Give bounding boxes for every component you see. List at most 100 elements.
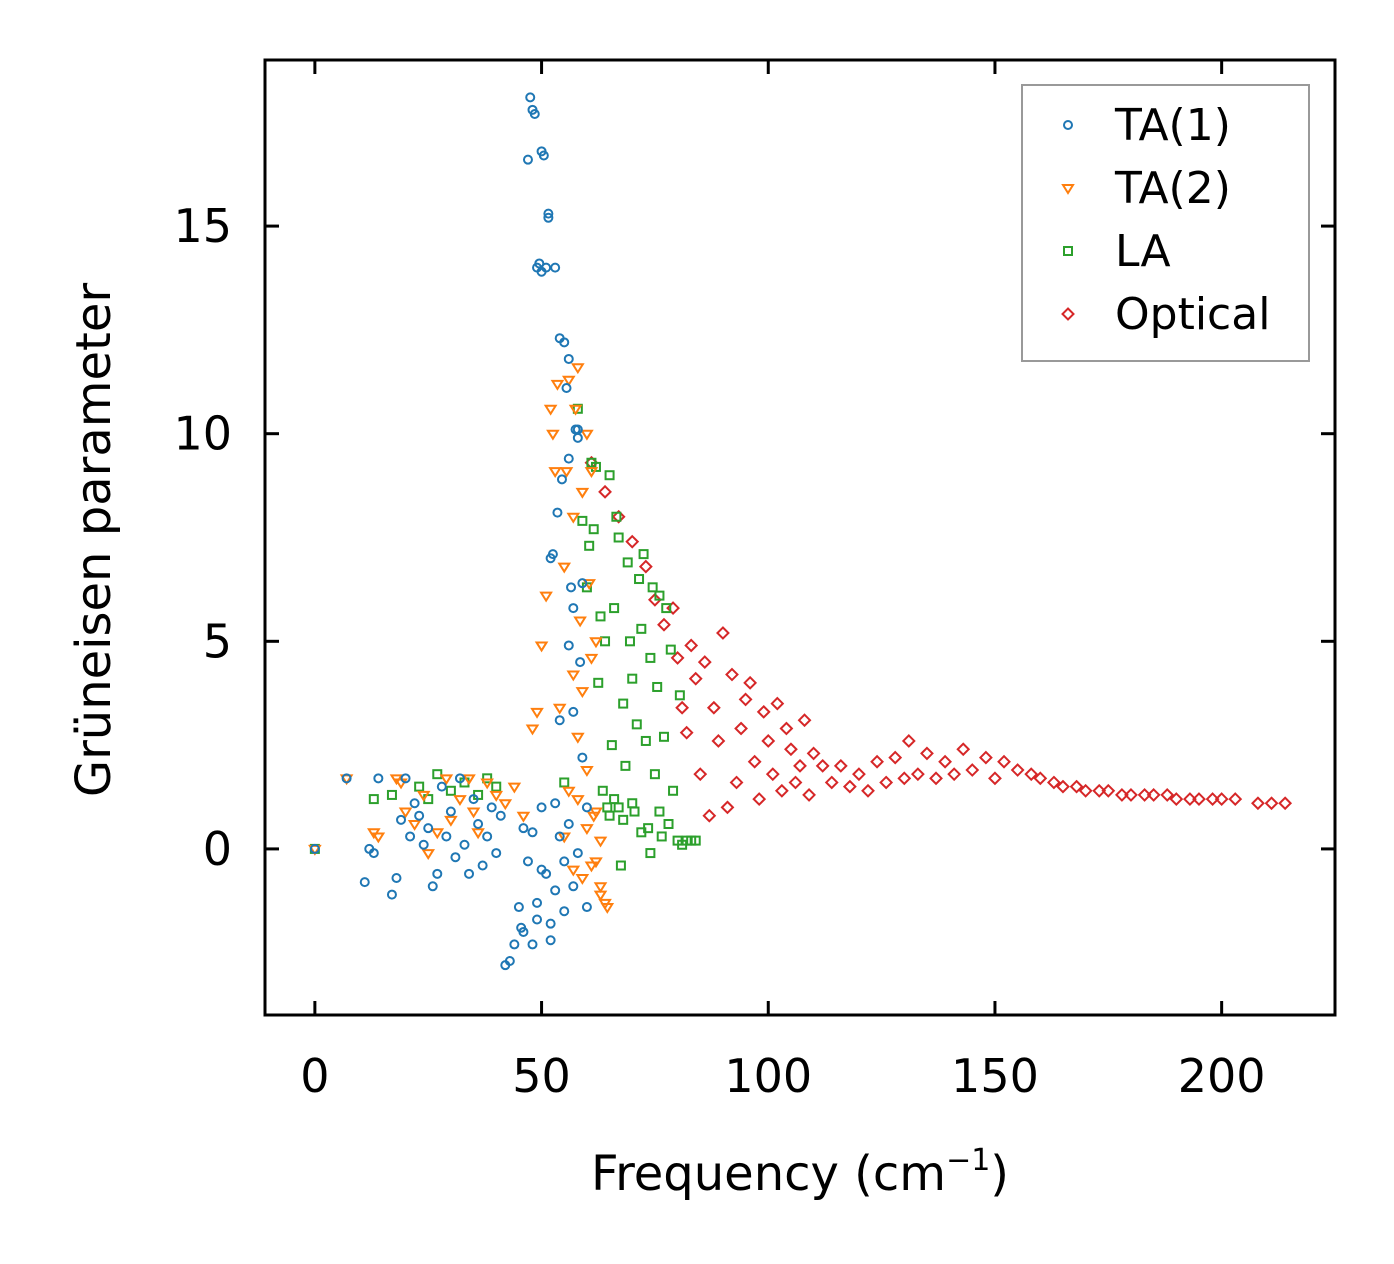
data-point <box>559 467 574 478</box>
data-point <box>657 617 671 632</box>
data-point <box>559 906 570 917</box>
data-point <box>571 363 585 375</box>
data-point <box>522 154 533 165</box>
legend-label: Optical <box>1115 289 1270 340</box>
data-point <box>734 721 748 736</box>
data-point <box>947 767 962 782</box>
data-point <box>486 802 497 813</box>
data-point <box>1124 788 1138 802</box>
data-point <box>386 889 397 900</box>
data-point <box>1169 792 1184 807</box>
data-point <box>538 150 549 161</box>
data-point <box>559 856 570 867</box>
data-point <box>568 881 579 892</box>
data-point <box>391 872 402 883</box>
data-point <box>1251 796 1265 811</box>
data-point <box>580 766 594 777</box>
data-point <box>534 641 549 653</box>
data-point <box>543 212 554 223</box>
data-point <box>852 767 866 782</box>
data-point <box>459 839 470 850</box>
data-point <box>577 752 588 763</box>
data-point <box>1214 792 1229 807</box>
data-point <box>543 404 558 416</box>
data-point <box>654 590 665 601</box>
data-point <box>1024 767 1039 782</box>
data-point <box>833 758 848 773</box>
data-point <box>568 404 583 416</box>
data-point <box>593 677 604 688</box>
data-point <box>432 769 443 780</box>
data-point <box>489 790 504 802</box>
data-point <box>566 670 581 682</box>
data-point <box>870 754 884 769</box>
data-point <box>580 429 594 441</box>
data-point <box>636 623 647 634</box>
data-point <box>793 758 807 773</box>
data-point <box>368 794 379 805</box>
data-point <box>1101 783 1116 798</box>
legend-marker <box>1061 184 1075 195</box>
data-point <box>554 831 565 842</box>
data-point <box>609 603 620 614</box>
data-point <box>1033 771 1048 786</box>
legend-marker <box>1061 307 1075 321</box>
data-point <box>575 873 590 885</box>
data-point <box>654 806 665 817</box>
data-point <box>554 715 565 726</box>
data-point <box>1010 763 1025 777</box>
y-tick-label: 10 <box>173 407 232 461</box>
data-point <box>405 831 416 842</box>
legend-marker <box>1063 246 1073 256</box>
data-point <box>575 657 586 668</box>
data-point <box>507 782 522 794</box>
data-point <box>423 823 434 834</box>
data-point <box>665 644 676 655</box>
data-point <box>649 769 660 780</box>
data-point <box>879 775 894 790</box>
legend: TA(1) TA(2) LA Optical <box>1021 84 1310 362</box>
data-point <box>629 806 640 817</box>
legend-box <box>1021 84 1310 362</box>
data-point <box>445 806 456 817</box>
data-point <box>491 781 502 792</box>
data-point <box>598 484 612 499</box>
data-point <box>454 773 465 784</box>
data-point <box>997 754 1011 769</box>
data-point <box>806 746 821 761</box>
data-point <box>588 524 599 535</box>
data-point <box>797 713 812 728</box>
data-point <box>648 592 662 607</box>
data-point <box>394 778 408 790</box>
data-point <box>309 843 320 854</box>
data-point <box>624 636 635 647</box>
data-point <box>743 675 758 690</box>
data-point <box>688 671 703 686</box>
series-TA(2) <box>308 363 615 914</box>
data-point <box>627 673 638 684</box>
data-point <box>432 868 443 879</box>
data-point <box>509 939 520 950</box>
data-point <box>706 700 721 715</box>
data-point <box>568 603 579 614</box>
data-point <box>606 740 617 751</box>
plot-frame <box>263 58 1337 1017</box>
data-point <box>532 914 543 925</box>
data-point <box>571 795 585 806</box>
data-point <box>548 467 562 478</box>
data-point <box>956 742 971 757</box>
data-point <box>445 785 456 796</box>
data-point <box>670 650 685 665</box>
data-point <box>368 848 379 859</box>
data-point <box>546 429 560 441</box>
axis-ticks: 0 50 100 150 200 0 5 10 15 <box>173 60 1335 1103</box>
series-Optical <box>584 455 1293 823</box>
data-point <box>552 507 563 518</box>
data-point <box>563 640 574 651</box>
data-point <box>522 856 533 867</box>
data-point <box>414 781 425 792</box>
data-point <box>1092 783 1107 798</box>
data-point <box>563 819 574 829</box>
data-point <box>938 754 952 769</box>
data-point <box>427 881 438 892</box>
